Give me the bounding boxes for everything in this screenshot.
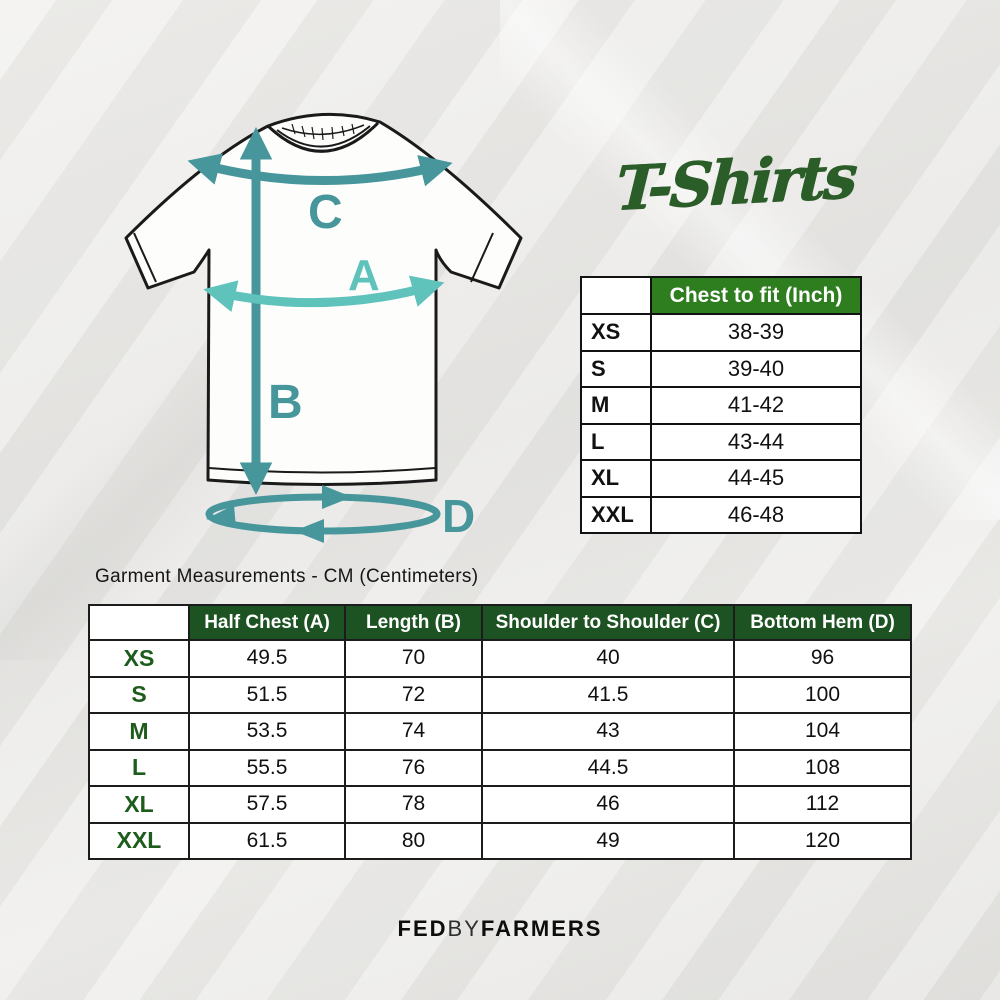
value-cell: 41-42 bbox=[650, 386, 862, 425]
size-cell: XL bbox=[88, 785, 190, 824]
value-cell: 108 bbox=[733, 748, 912, 787]
size-cell: S bbox=[580, 349, 652, 388]
table-row: XXL 61.5 80 49 120 bbox=[88, 821, 912, 860]
size-cell: XXL bbox=[580, 495, 652, 534]
length-header: Length (B) bbox=[344, 604, 483, 641]
value-cell: 44-45 bbox=[650, 459, 862, 498]
brand-farmers: FARMERS bbox=[480, 916, 603, 941]
value-cell: 53.5 bbox=[188, 712, 346, 751]
table-row: XXL 46-48 bbox=[580, 495, 862, 534]
blank-header-cell bbox=[580, 276, 652, 315]
value-cell: 78 bbox=[344, 785, 483, 824]
value-cell: 40 bbox=[481, 639, 735, 678]
value-cell: 38-39 bbox=[650, 313, 862, 352]
value-cell: 43 bbox=[481, 712, 735, 751]
value-cell: 120 bbox=[733, 821, 912, 860]
label-a: A bbox=[348, 251, 380, 300]
chest-to-fit-table: Chest to fit (Inch) XS 38-39 S 39-40 M 41-42 L… bbox=[580, 276, 862, 534]
size-cell: M bbox=[580, 386, 652, 425]
arrow-d-head-top bbox=[322, 485, 352, 509]
blank-header-cell bbox=[88, 604, 190, 641]
value-cell: 96 bbox=[733, 639, 912, 678]
table-row: XS 38-39 bbox=[580, 313, 862, 352]
value-cell: 104 bbox=[733, 712, 912, 751]
table-row: L 43-44 bbox=[580, 422, 862, 461]
value-cell: 41.5 bbox=[481, 675, 735, 714]
size-cell: L bbox=[580, 422, 652, 461]
arrow-d-head-bottom bbox=[294, 519, 324, 543]
value-cell: 57.5 bbox=[188, 785, 346, 824]
collar-ribbing bbox=[291, 123, 355, 141]
value-cell: 72 bbox=[344, 675, 483, 714]
value-cell: 46-48 bbox=[650, 495, 862, 534]
value-cell: 55.5 bbox=[188, 748, 346, 787]
value-cell: 51.5 bbox=[188, 675, 346, 714]
value-cell: 44.5 bbox=[481, 748, 735, 787]
value-cell: 39-40 bbox=[650, 349, 862, 388]
chest-to-fit-header: Chest to fit (Inch) bbox=[650, 276, 862, 315]
table-header-row: Chest to fit (Inch) bbox=[580, 276, 862, 315]
label-c: C bbox=[308, 186, 343, 239]
size-cell: XXL bbox=[88, 821, 190, 860]
collar-inner-band bbox=[276, 125, 371, 148]
size-cell: XL bbox=[580, 459, 652, 498]
size-cell: S bbox=[88, 675, 190, 714]
arrow-d-head-left bbox=[206, 505, 236, 528]
value-cell: 76 bbox=[344, 748, 483, 787]
table-row: L 55.5 76 44.5 108 bbox=[88, 748, 912, 787]
table-row: S 51.5 72 41.5 100 bbox=[88, 675, 912, 714]
size-cell: L bbox=[88, 748, 190, 787]
sleeve-cuff-seam-left bbox=[133, 232, 157, 283]
bottom-hem-header: Bottom Hem (D) bbox=[733, 604, 912, 641]
value-cell: 46 bbox=[481, 785, 735, 824]
value-cell: 49.5 bbox=[188, 639, 346, 678]
table-header-row: Half Chest (A) Length (B) Shoulder to Sh… bbox=[88, 604, 912, 641]
table-row: XL 44-45 bbox=[580, 459, 862, 498]
brand-logo: FEDBYFARMERS bbox=[0, 916, 1000, 942]
page-title: T-Shirts bbox=[614, 141, 856, 225]
brand-fed: FED bbox=[397, 916, 448, 941]
value-cell: 61.5 bbox=[188, 821, 346, 860]
collar-outer bbox=[266, 121, 380, 153]
value-cell: 100 bbox=[733, 675, 912, 714]
brand-by: BY bbox=[447, 916, 481, 941]
label-d: D bbox=[442, 490, 475, 542]
table-row: M 53.5 74 43 104 bbox=[88, 712, 912, 751]
arrow-c bbox=[187, 153, 453, 187]
size-cell: XS bbox=[88, 639, 190, 678]
size-cell: XS bbox=[580, 313, 652, 352]
sleeve-cuff-seam-right bbox=[470, 232, 494, 283]
shoulder-header: Shoulder to Shoulder (C) bbox=[481, 604, 735, 641]
garment-measurements-table: Half Chest (A) Length (B) Shoulder to Sh… bbox=[88, 604, 912, 860]
value-cell: 49 bbox=[481, 821, 735, 860]
value-cell: 74 bbox=[344, 712, 483, 751]
table-row: S 39-40 bbox=[580, 349, 862, 388]
cm-table-caption: Garment Measurements - CM (Centimeters) bbox=[95, 566, 479, 587]
half-chest-header: Half Chest (A) bbox=[188, 604, 346, 641]
hem-seam bbox=[208, 467, 436, 474]
value-cell: 112 bbox=[733, 785, 912, 824]
tshirt-measurement-diagram: C B A D bbox=[124, 112, 523, 543]
table-row: M 41-42 bbox=[580, 386, 862, 425]
arrow-a bbox=[203, 275, 445, 313]
value-cell: 43-44 bbox=[650, 422, 862, 461]
size-cell: M bbox=[88, 712, 190, 751]
table-row: XS 49.5 70 40 96 bbox=[88, 639, 912, 678]
value-cell: 80 bbox=[344, 821, 483, 860]
label-b: B bbox=[268, 376, 303, 429]
value-cell: 70 bbox=[344, 639, 483, 678]
table-row: XL 57.5 78 46 112 bbox=[88, 785, 912, 824]
